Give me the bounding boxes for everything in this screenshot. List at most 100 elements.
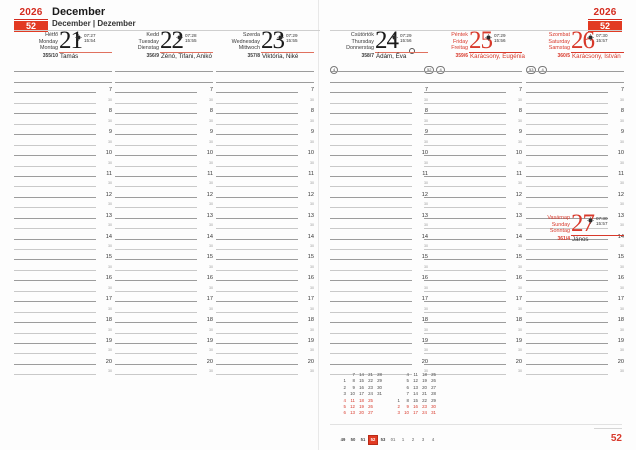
half-hour-row[interactable]: 30 [115, 219, 213, 230]
mini-calendar-cell[interactable]: 8 [406, 397, 409, 403]
free-note-line[interactable] [216, 72, 314, 83]
half-hour-row[interactable]: 30 [526, 260, 624, 271]
mini-calendar-cell[interactable]: 14 [413, 391, 418, 397]
mini-calendar-cell[interactable]: 30 [377, 384, 382, 390]
hour-row[interactable]: 16 [216, 271, 314, 282]
hour-row[interactable]: 11 [216, 167, 314, 177]
half-hour-row[interactable]: 30 [14, 135, 112, 146]
week-number-strip[interactable]: 49 50 51 52 53 01 1 2 3 4 [338, 428, 458, 445]
hour-row[interactable]: 11 [115, 167, 213, 177]
half-hour-row[interactable]: 30 [115, 198, 213, 209]
mini-calendar-cell[interactable]: 5 [343, 404, 346, 410]
mini-calendar-cell[interactable]: 15 [359, 378, 364, 384]
hour-row[interactable]: 10 [330, 146, 428, 157]
half-hour-row[interactable]: 30 [526, 198, 624, 209]
day-column[interactable]: Péntek Friday Freitag 25 07:29 15:56 359/6 Kará… [424, 27, 525, 376]
mini-calendar-cell[interactable]: 23 [368, 384, 373, 390]
mini-calendar-cell[interactable]: 29 [377, 378, 382, 384]
hour-row[interactable]: 7 [526, 83, 624, 94]
half-hour-row[interactable]: 30 [526, 323, 624, 334]
week-strip-item[interactable]: 4 [431, 437, 435, 442]
hour-row[interactable]: 8 [330, 104, 428, 115]
hour-row[interactable]: 18 [14, 313, 112, 324]
hour-row[interactable]: 9 [14, 125, 112, 136]
half-hour-row[interactable]: 30 [115, 323, 213, 334]
half-hour-row[interactable]: 30 [14, 93, 112, 104]
hour-row[interactable]: 8 [14, 104, 112, 115]
hour-row[interactable]: 11 [330, 167, 428, 177]
half-hour-row[interactable]: 30 [526, 344, 624, 355]
mini-calendar-cell[interactable]: 10 [404, 410, 409, 416]
hour-row[interactable]: 12 [14, 187, 112, 198]
hour-row[interactable]: 19 [216, 334, 314, 344]
week-strip-item[interactable]: 51 [360, 437, 366, 442]
half-hour-row[interactable]: 30 [424, 281, 522, 292]
half-hour-row[interactable]: 30 [526, 365, 624, 376]
hour-row[interactable]: 14 [14, 229, 112, 240]
half-hour-row[interactable]: 30 [526, 156, 624, 167]
mini-calendar-cell[interactable]: 31 [431, 410, 436, 416]
mini-calendar-cell[interactable]: 24 [422, 410, 427, 416]
half-hour-row[interactable]: 30 [526, 177, 624, 188]
half-hour-row[interactable]: 30 [115, 260, 213, 271]
mini-calendars[interactable]: 7 14 21 28 1 8 15 22 29 2 9 16 23 30 3 10 17 24 31 4 11 18 25 5… [338, 372, 460, 417]
half-hour-row[interactable]: 30 [115, 93, 213, 104]
hour-row[interactable]: 9 [526, 125, 624, 136]
week-strip-item[interactable]: 50 [350, 437, 356, 442]
half-hour-row[interactable]: 30 [330, 135, 428, 146]
hour-row[interactable]: 12 [115, 187, 213, 198]
half-hour-row[interactable]: 30 [14, 365, 112, 376]
mini-calendar-cell[interactable]: 12 [350, 404, 355, 410]
hour-row[interactable]: 12 [526, 187, 624, 198]
half-hour-row[interactable]: 30 [424, 344, 522, 355]
half-hour-row[interactable]: 30 [14, 281, 112, 292]
half-hour-row[interactable]: 30 [424, 323, 522, 334]
half-hour-row[interactable]: 30 [526, 240, 624, 250]
free-note-line[interactable] [115, 72, 213, 83]
hour-row[interactable]: 17 [216, 292, 314, 303]
half-hour-row[interactable]: 30 [14, 219, 112, 230]
half-hour-row[interactable]: 30 [526, 93, 624, 104]
day-badge[interactable]: 52 [424, 65, 435, 74]
mini-calendar-cell[interactable]: 17 [413, 410, 418, 416]
hour-row[interactable]: 7 [330, 83, 428, 94]
day-badge[interactable]: 4 [436, 65, 445, 74]
mini-calendar-cell[interactable]: 19 [359, 404, 364, 410]
hour-row[interactable]: 14 [330, 229, 428, 240]
mini-calendar-cell[interactable]: 17 [359, 391, 364, 397]
half-hour-row[interactable]: 30 [14, 240, 112, 250]
mini-calendar-cell[interactable]: 8 [352, 378, 355, 384]
half-hour-row[interactable]: 30 [14, 323, 112, 334]
hour-row[interactable]: 20 [330, 354, 428, 365]
half-hour-row[interactable]: 30 [216, 156, 314, 167]
half-hour-row[interactable]: 30 [526, 219, 624, 230]
hour-row[interactable]: 12 [424, 187, 522, 198]
mini-calendar-cell[interactable]: 26 [431, 378, 436, 384]
hour-row[interactable]: 7 [14, 83, 112, 94]
hour-row[interactable]: 16 [115, 271, 213, 282]
mini-calendar-cell[interactable]: 11 [413, 372, 418, 377]
hour-row[interactable]: 8 [115, 104, 213, 115]
half-hour-row[interactable]: 30 [424, 93, 522, 104]
half-hour-row[interactable]: 30 [216, 323, 314, 334]
half-hour-row[interactable]: 30 [330, 198, 428, 209]
week-strip-item[interactable]: 01 [390, 437, 396, 442]
mini-calendar-cell[interactable]: 19 [422, 378, 427, 384]
free-note-line[interactable] [330, 62, 428, 73]
day-column[interactable]: Szombat Saturday Samstag 26 07:30 15:57 360/5 K… [526, 27, 624, 376]
hour-row[interactable]: 17 [330, 292, 428, 303]
hour-row[interactable]: 17 [115, 292, 213, 303]
half-hour-row[interactable]: 30 [216, 365, 314, 376]
mini-calendar-cell[interactable]: 18 [422, 372, 427, 377]
free-note-line[interactable] [14, 62, 112, 73]
hour-row[interactable]: 20 [115, 354, 213, 365]
half-hour-row[interactable]: 30 [424, 219, 522, 230]
mini-calendar-cell[interactable]: 29 [431, 397, 436, 403]
half-hour-row[interactable]: 30 [216, 93, 314, 104]
half-hour-row[interactable]: 30 [424, 260, 522, 271]
half-hour-row[interactable]: 30 [14, 198, 112, 209]
week-strip-item[interactable]: 1 [401, 437, 405, 442]
free-note-line[interactable] [424, 72, 522, 83]
mini-calendar-cell[interactable]: 9 [406, 404, 409, 410]
half-hour-row[interactable]: 30 [115, 156, 213, 167]
